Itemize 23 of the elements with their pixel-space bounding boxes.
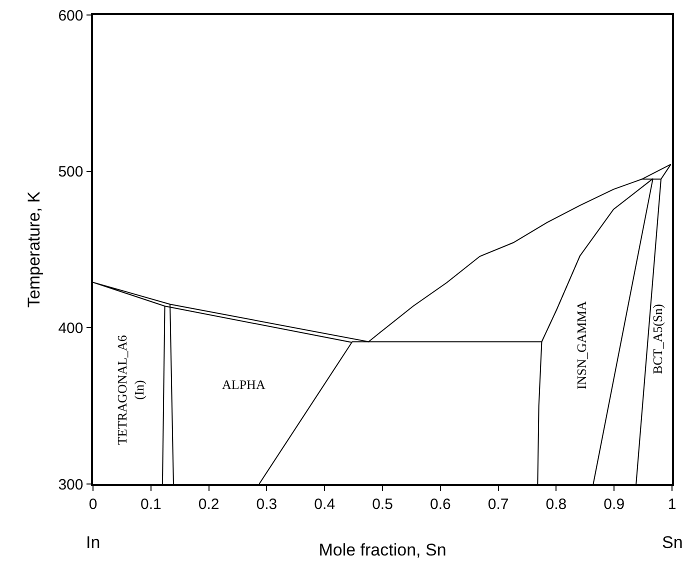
x-tick-label: 0.7 — [488, 496, 509, 513]
x-tick-label: 0.3 — [256, 496, 278, 513]
x-tick-label: 0.5 — [372, 496, 393, 513]
x-tick-label: 1 — [668, 496, 676, 513]
x-tick-label: 0 — [88, 496, 98, 513]
x-tick-label: 0.1 — [140, 496, 162, 513]
y-tick-label: 500 — [58, 164, 84, 181]
y-tick-label: 300 — [58, 476, 84, 494]
x-axis-title: Mole fraction, Sn — [318, 540, 446, 560]
y-axis-title: Temperature, K — [24, 190, 44, 308]
x-tick-label: 0.4 — [314, 496, 336, 513]
text: Sn — [662, 533, 683, 552]
text: In — [86, 533, 100, 552]
y-tick-label: 600 — [58, 7, 84, 24]
x-tick-label: 0.9 — [604, 496, 625, 513]
annotation: TETRAGONAL_A6 (In) — [114, 334, 146, 445]
annotation: INSN_GAMMA — [574, 300, 589, 390]
x-tick-label: 0.8 — [546, 496, 567, 513]
x-tick-label: 0.6 — [430, 496, 451, 513]
y-tick-label: 400 — [58, 320, 84, 337]
annotation: ALPHA — [222, 377, 266, 392]
x-tick-label: 0.2 — [198, 496, 220, 513]
annotation: BCT_A5(Sn) — [650, 304, 665, 374]
